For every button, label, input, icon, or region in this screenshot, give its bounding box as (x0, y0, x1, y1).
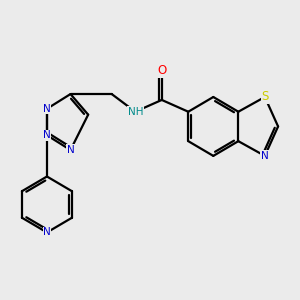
Text: N: N (67, 145, 74, 155)
Text: N: N (261, 151, 269, 161)
Text: N: N (43, 130, 51, 140)
Text: S: S (261, 91, 268, 103)
Text: NH: NH (128, 107, 143, 117)
Text: N: N (43, 104, 51, 114)
Text: N: N (43, 227, 51, 237)
Text: O: O (157, 64, 167, 77)
